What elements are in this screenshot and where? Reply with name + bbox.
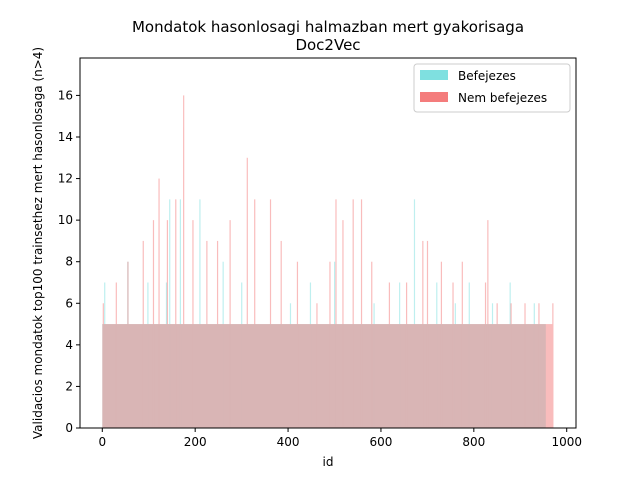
y-axis-ticks: 0 2 4 6 8 10 12 14 16: [58, 88, 80, 435]
x-tick-label: 1000: [551, 435, 582, 449]
x-tick-label: 200: [184, 435, 207, 449]
chart-title: Mondatok hasonlosagi halmazban mert gyak…: [132, 18, 524, 36]
y-tick-label: 4: [65, 338, 73, 352]
bar: [183, 95, 185, 428]
x-tick-label: 0: [98, 435, 106, 449]
y-tick-label: 2: [65, 379, 73, 393]
bar: [246, 157, 248, 429]
x-tick-label: 400: [277, 435, 300, 449]
bar: [510, 303, 512, 428]
bar: [269, 199, 272, 428]
bar: [206, 240, 208, 428]
bar: [405, 282, 408, 428]
x-tick-label: 800: [462, 435, 485, 449]
bar: [413, 199, 416, 428]
x-tick-label: 600: [369, 435, 392, 449]
bar: [280, 240, 282, 428]
bar: [316, 303, 318, 428]
series-layer: [102, 95, 554, 429]
legend-label-nem-befejezes: Nem befejezes: [458, 91, 547, 105]
bar: [452, 282, 454, 428]
bar: [487, 220, 489, 428]
bar: [166, 220, 169, 428]
bar: [422, 240, 424, 428]
bar: [179, 199, 182, 428]
bar: [152, 220, 155, 428]
bar: [192, 220, 194, 428]
bar: [175, 199, 177, 428]
bar: [115, 282, 117, 428]
bar: [440, 261, 443, 428]
legend-label-befejezes: Befejezes: [458, 69, 516, 83]
bar-baseline-block: [102, 324, 553, 428]
x-axis-label: id: [323, 455, 334, 469]
y-tick-label: 0: [65, 421, 73, 435]
bar: [102, 303, 104, 428]
bar: [142, 240, 144, 428]
legend: Befejezes Nem befejezes: [413, 63, 571, 113]
bar: [342, 220, 344, 428]
y-tick-label: 6: [65, 296, 73, 310]
legend-swatch-nem-befejezes: [420, 92, 448, 102]
bar: [216, 240, 219, 428]
bar: [496, 303, 498, 428]
axes-layer: [79, 57, 577, 429]
bar: [199, 199, 201, 428]
bar: [371, 261, 373, 428]
bar: [296, 261, 299, 428]
bar: [158, 178, 160, 428]
bar: [335, 199, 337, 428]
x-axis-ticks: 0 200 400 600 800 1000: [98, 428, 582, 449]
bar: [388, 282, 391, 428]
bar: [329, 261, 331, 428]
y-tick-label: 14: [58, 130, 73, 144]
bar: [524, 303, 526, 428]
y-tick-label: 12: [58, 172, 73, 186]
bar: [461, 261, 463, 428]
bar: [484, 282, 487, 428]
bar: [229, 220, 231, 428]
y-axis-label: Validacios mondatok top100 trainsethez m…: [31, 47, 45, 439]
y-tick-label: 10: [58, 213, 73, 227]
plot-frame: [79, 57, 577, 429]
bar: [169, 199, 171, 428]
bar: [127, 261, 129, 428]
chart-subtitle: Doc2Vec: [295, 36, 360, 54]
bar: [352, 199, 354, 428]
bar: [254, 199, 256, 428]
bar: [360, 199, 363, 428]
legend-swatch-befejezes: [420, 70, 448, 80]
y-tick-label: 16: [58, 88, 73, 102]
bar: [426, 240, 429, 428]
bar: [538, 303, 540, 428]
legend-box: [413, 63, 571, 113]
y-tick-label: 8: [65, 255, 73, 269]
bar: [552, 303, 554, 428]
series-1: [102, 95, 554, 429]
